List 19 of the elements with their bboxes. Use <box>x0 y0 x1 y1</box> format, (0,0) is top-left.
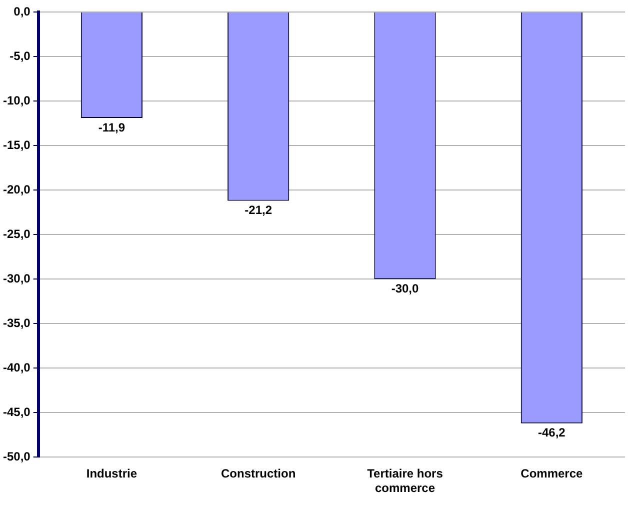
y-tick-label: -15,0 <box>2 138 31 152</box>
x-tick-label: Tertiaire hors commerce <box>367 466 444 496</box>
x-tick-label: Industrie <box>86 466 138 481</box>
data-label: -30,0 <box>391 281 420 296</box>
data-label: -21,2 <box>244 203 272 218</box>
x-tick-label: Construction <box>221 466 296 481</box>
y-tick-label: -40,0 <box>2 360 31 374</box>
y-tick-label: -30,0 <box>2 271 31 286</box>
data-label: -46,2 <box>538 426 566 440</box>
y-tick-label: -10,0 <box>2 93 31 108</box>
y-tick-label: -35,0 <box>2 316 31 330</box>
data-label: -11,9 <box>98 120 126 134</box>
y-tick-label: -50,0 <box>2 450 31 464</box>
x-tick-label: Commerce <box>520 466 584 481</box>
y-tick-label: -5,0 <box>10 48 31 63</box>
y-tick-label: 0,0 <box>14 4 31 18</box>
y-tick-label: -25,0 <box>2 226 31 241</box>
y-tick-label: -20,0 <box>2 182 31 196</box>
y-tick-label: -45,0 <box>2 404 31 419</box>
